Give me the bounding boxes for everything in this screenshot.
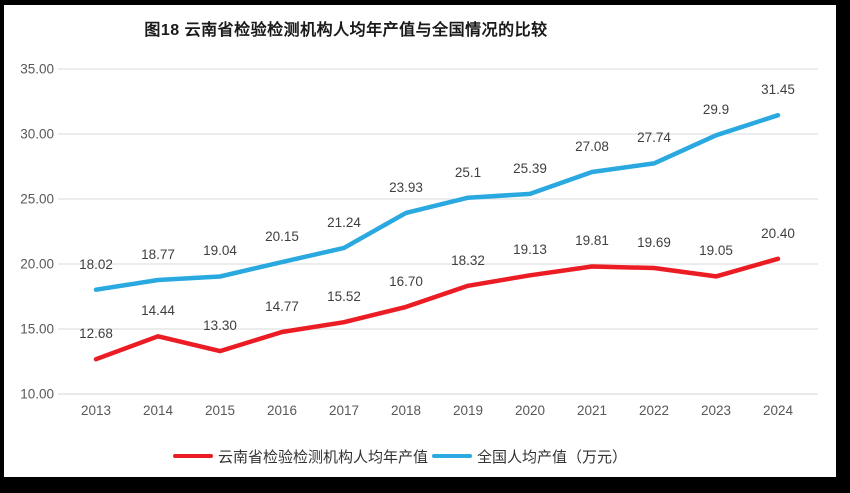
x-tick-label: 2020 bbox=[514, 403, 546, 418]
data-label: 19.81 bbox=[575, 233, 609, 249]
legend-line-swatch bbox=[432, 453, 472, 459]
data-label: 29.9 bbox=[702, 102, 730, 118]
x-tick-label: 2017 bbox=[328, 403, 360, 418]
series-line-0 bbox=[93, 256, 781, 362]
data-label: 16.70 bbox=[389, 273, 423, 289]
chart-canvas: 图18 云南省检验检测机构人均年产值与全国情况的比较 35.00 30.00 25.… bbox=[4, 5, 836, 477]
data-label: 14.77 bbox=[265, 298, 299, 314]
chart-title: 图18 云南省检验检测机构人均年产值与全国情况的比较 bbox=[144, 22, 548, 39]
data-label: 20.15 bbox=[265, 229, 299, 245]
y-tick-label: 35.00 bbox=[20, 61, 54, 77]
x-tick-label: 2021 bbox=[576, 403, 608, 418]
data-label: 19.05 bbox=[699, 243, 733, 259]
data-label: 31.45 bbox=[761, 82, 795, 98]
x-tick-label: 2022 bbox=[638, 403, 670, 418]
x-tick-label: 2014 bbox=[142, 403, 174, 418]
data-label: 25.39 bbox=[513, 160, 547, 176]
data-label: 12.68 bbox=[79, 326, 113, 342]
x-tick-label: 2024 bbox=[762, 403, 794, 418]
legend: 云南省检验检测机构人均年产值 全国人均产值（万元） bbox=[4, 445, 796, 467]
y-tick-label: 20.00 bbox=[20, 256, 54, 272]
data-label: 18.32 bbox=[451, 252, 485, 268]
data-label: 19.69 bbox=[637, 235, 671, 251]
legend-item-1: 全国人均产值（万元） bbox=[432, 446, 627, 467]
x-tick-label: 2019 bbox=[452, 403, 484, 418]
data-label: 23.93 bbox=[389, 179, 423, 195]
x-tick-label: 2016 bbox=[266, 403, 298, 418]
y-tick-label: 10.00 bbox=[20, 386, 54, 402]
legend-label: 云南省检验检测机构人均年产值 bbox=[217, 448, 428, 466]
y-tick-label: 15.00 bbox=[20, 321, 54, 337]
data-label: 15.52 bbox=[327, 289, 361, 305]
data-label: 27.08 bbox=[575, 138, 609, 154]
legend-line-swatch bbox=[172, 453, 213, 459]
data-label: 13.30 bbox=[203, 318, 237, 334]
x-tick-label: 2013 bbox=[80, 403, 112, 418]
plot-area bbox=[58, 68, 818, 395]
data-label: 25.1 bbox=[454, 164, 482, 180]
data-label: 20.40 bbox=[761, 225, 795, 241]
data-label: 18.77 bbox=[141, 246, 175, 262]
x-tick-label: 2015 bbox=[204, 403, 236, 418]
legend-item-0: 云南省检验检测机构人均年产值 bbox=[172, 446, 428, 467]
data-label: 21.24 bbox=[327, 214, 361, 230]
data-label: 27.74 bbox=[637, 130, 671, 146]
y-tick-label: 25.00 bbox=[20, 191, 54, 207]
legend-label: 全国人均产值（万元） bbox=[477, 448, 628, 466]
data-label: 19.04 bbox=[203, 243, 237, 259]
x-tick-label: 2023 bbox=[700, 403, 732, 418]
series-line-1 bbox=[93, 112, 781, 292]
data-label: 18.02 bbox=[79, 256, 113, 272]
x-tick-label: 2018 bbox=[390, 403, 422, 418]
y-tick-label: 30.00 bbox=[20, 126, 54, 142]
data-label: 19.13 bbox=[513, 242, 547, 258]
data-label: 14.44 bbox=[141, 303, 175, 319]
